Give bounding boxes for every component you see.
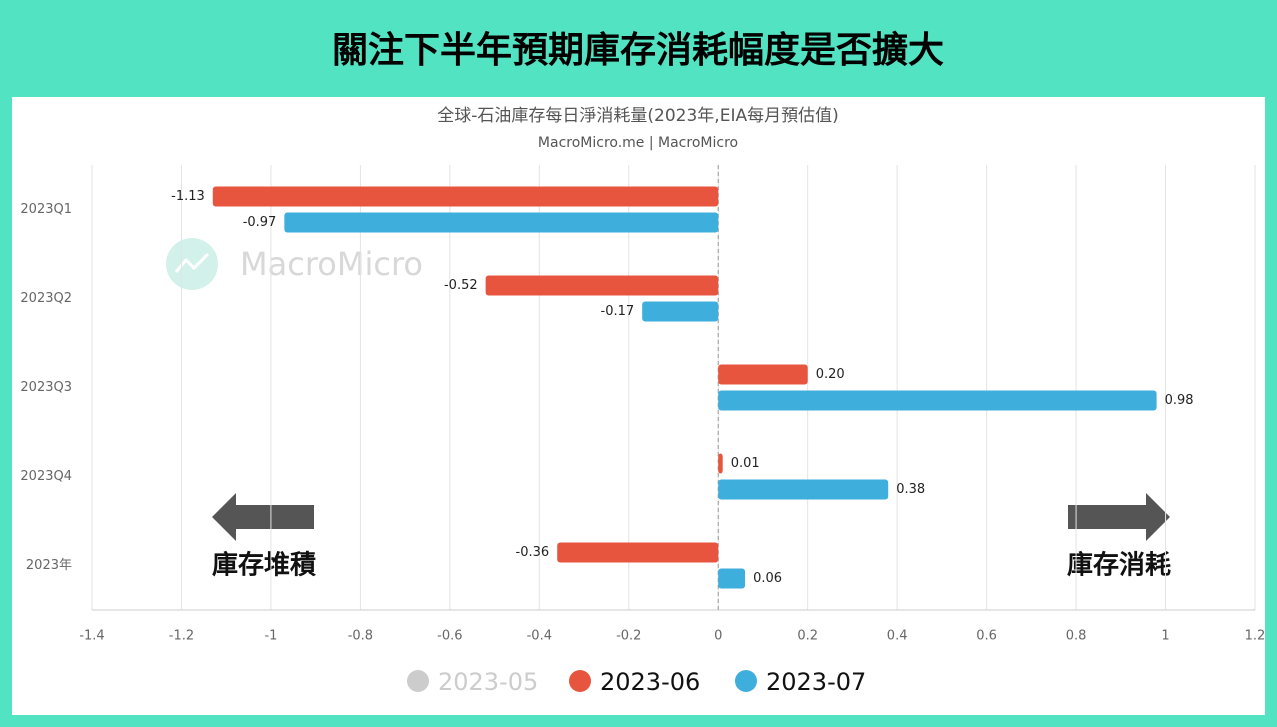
x-tick-label: 0.2 (797, 629, 818, 644)
x-tick-label: -1.4 (79, 629, 104, 644)
bar (284, 212, 719, 233)
x-tick-label: -1.2 (169, 629, 194, 644)
y-tick-label: 2023Q1 (20, 202, 72, 217)
value-label: 0.20 (816, 367, 845, 382)
bar (642, 301, 719, 322)
legend-label[interactable]: 2023-06 (600, 668, 700, 696)
annotation: 庫存堆積 (212, 551, 316, 581)
x-tick-label: 1.2 (1245, 629, 1266, 644)
annotation: 庫存消耗 (1067, 551, 1171, 581)
bar (212, 186, 719, 207)
x-tick-label: -0.4 (527, 629, 552, 644)
value-label: -0.97 (243, 215, 277, 230)
arrow-right (1068, 493, 1170, 541)
value-label: -0.17 (601, 304, 635, 319)
value-label: 0.98 (1165, 393, 1194, 408)
x-tick-label: 0.4 (887, 629, 908, 644)
value-label: 0.38 (896, 482, 925, 497)
x-tick-label: 1 (1161, 629, 1169, 644)
watermark-logo (166, 238, 218, 290)
bar (718, 364, 808, 385)
x-tick-label: -1 (264, 629, 277, 644)
x-tick-label: -0.6 (437, 629, 462, 644)
page-title: 關注下半年預期庫存消耗幅度是否擴大 (332, 29, 944, 71)
chart-subtitle: MacroMicro.me | MacroMicro (538, 135, 738, 151)
bar (485, 275, 719, 296)
x-tick-label: -0.8 (348, 629, 373, 644)
legend-marker[interactable] (569, 670, 591, 692)
bar (718, 568, 746, 589)
value-label: 0.01 (731, 456, 760, 471)
legend-label[interactable]: 2023-07 (766, 668, 866, 696)
x-tick-label: 0 (714, 629, 722, 644)
legend-marker[interactable] (735, 670, 757, 692)
bar (718, 390, 1157, 411)
y-tick-label: 2023Q4 (20, 469, 72, 484)
y-tick-label: 2023Q2 (20, 291, 72, 306)
value-label: -0.36 (516, 545, 550, 560)
bar (718, 453, 723, 474)
x-tick-label: 0.6 (976, 629, 997, 644)
value-label: -0.52 (444, 278, 478, 293)
watermark: MacroMicro (240, 245, 423, 283)
value-label: 0.06 (753, 571, 782, 586)
y-tick-label: 2023Q3 (20, 380, 72, 395)
legend-label[interactable]: 2023-05 (438, 668, 538, 696)
x-tick-label: 0.8 (1066, 629, 1087, 644)
x-tick-label: -0.2 (616, 629, 641, 644)
legend-marker[interactable] (407, 670, 429, 692)
y-tick-label: 2023年 (26, 558, 72, 573)
arrow-left (212, 493, 314, 541)
bar (557, 542, 719, 563)
value-label: -1.13 (171, 189, 205, 204)
bar (718, 479, 889, 500)
chart-title: 全球-石油庫存每日淨消耗量(2023年,EIA每月預估值) (437, 106, 838, 126)
